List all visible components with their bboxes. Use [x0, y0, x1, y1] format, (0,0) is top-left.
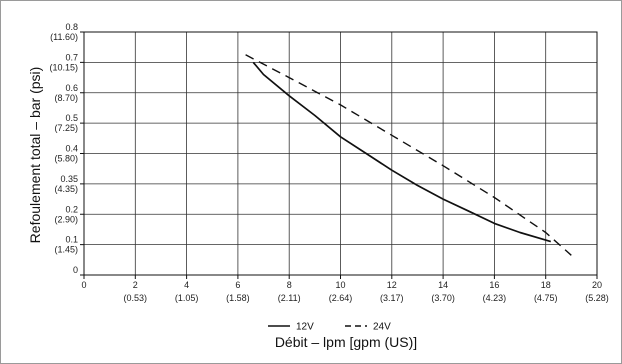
y-tick-label: 0.7 — [65, 52, 78, 62]
x-tick-label: 20 — [592, 280, 602, 290]
legend-label-12v: 12V — [296, 322, 314, 333]
x-axis-title: Débit – lpm [gpm (US)] — [275, 334, 417, 350]
legend: 12V 24V — [268, 322, 391, 333]
y-tick-label: 0.8 — [65, 22, 78, 32]
x-tick-label: 14 — [438, 280, 448, 290]
series-line-12v — [252, 61, 552, 243]
x-tick-sublabel: (2.64) — [329, 293, 353, 303]
x-tick-label: 8 — [287, 280, 292, 290]
x-tick-label: 2 — [133, 280, 138, 290]
y-tick-sublabel: (4.35) — [54, 184, 78, 194]
y-tick-label: 0.35 — [60, 174, 78, 184]
x-tick-sublabel: (0.53) — [124, 293, 148, 303]
series-line-24v — [245, 54, 572, 256]
x-tick-label: 12 — [387, 280, 397, 290]
x-tick-sublabel: (3.70) — [431, 293, 455, 303]
y-tick-sublabel: (2.90) — [54, 214, 78, 224]
legend-label-24v: 24V — [373, 322, 391, 333]
y-tick-label: 0.4 — [65, 144, 78, 154]
x-tick-sublabel: (2.11) — [278, 293, 301, 303]
x-tick-label: 6 — [235, 280, 240, 290]
x-tick-label: 18 — [541, 280, 551, 290]
x-tick-label: 0 — [81, 280, 86, 290]
x-axis-ticks: 0 2 (0.53) 4 (1.05) 6 (1.58) 8 (2.11) 10 (2.64) 12 (… — [81, 275, 609, 303]
y-tick-label: 0.5 — [65, 113, 78, 123]
y-tick-label: 0.6 — [65, 83, 78, 93]
x-tick-sublabel: (4.23) — [483, 293, 507, 303]
y-tick-sublabel: (8.70) — [54, 93, 78, 103]
grid — [84, 32, 597, 275]
y-axis-title: Refoulement total – bar (psi) — [27, 67, 43, 244]
x-tick-label: 10 — [335, 280, 345, 290]
x-tick-label: 16 — [489, 280, 499, 290]
y-tick-label: 0.2 — [65, 204, 78, 214]
y-tick-sublabel: (7.25) — [54, 123, 78, 133]
y-tick-sublabel: (11.60) — [50, 32, 78, 42]
y-tick-sublabel: (1.45) — [54, 245, 78, 255]
y-tick-sublabel: (10.15) — [49, 62, 78, 72]
x-tick-sublabel: (1.05) — [175, 293, 199, 303]
data-series — [245, 54, 572, 256]
x-tick-sublabel: (5.28) — [585, 293, 609, 303]
y-tick-sublabel: (5.80) — [54, 154, 78, 164]
x-tick-sublabel: (1.58) — [226, 293, 250, 303]
x-tick-sublabel: (3.17) — [380, 293, 404, 303]
y-tick-label: 0 — [73, 265, 78, 275]
y-axis-ticks: 0 0.1(1.45) 0.2(2.90) 0.35(4.35) 0.4(5.80) 0.… — [49, 22, 84, 276]
x-tick-label: 4 — [184, 280, 189, 290]
y-tick-label: 0.1 — [65, 235, 78, 245]
x-tick-sublabel: (4.75) — [534, 293, 558, 303]
